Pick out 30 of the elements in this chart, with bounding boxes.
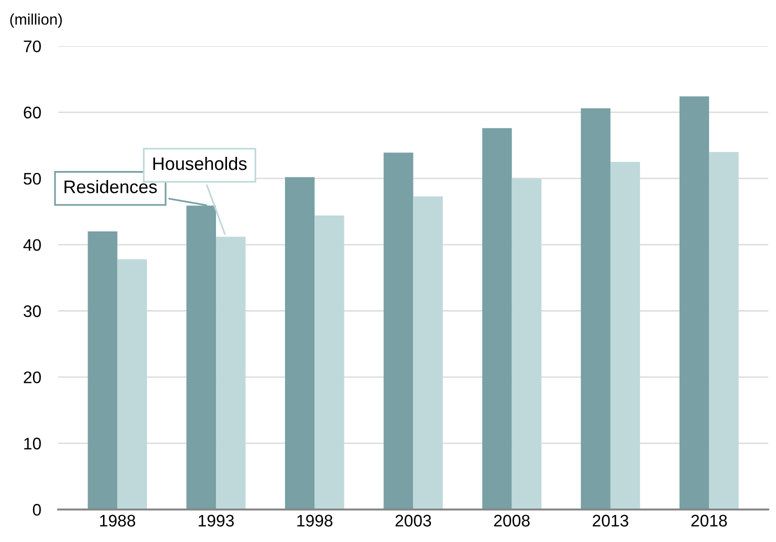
x-tick-label: 1998: [297, 514, 332, 527]
bar: [709, 152, 739, 510]
bar: [88, 231, 118, 510]
x-tick-label: 1988: [100, 514, 136, 527]
bar: [482, 128, 512, 510]
y-tick-label: 20: [24, 371, 41, 384]
bar: [580, 108, 610, 510]
y-tick-label: 0: [32, 504, 41, 516]
y-tick-label: 70: [24, 40, 41, 52]
x-tick-label: 1993: [198, 514, 234, 527]
y-tick-label: 60: [24, 106, 41, 118]
bar: [314, 216, 344, 510]
bar: [117, 259, 147, 510]
y-tick-label: 30: [24, 305, 41, 318]
bar: [679, 96, 710, 510]
y-tick-label: 40: [23, 239, 41, 251]
x-tick-label: 2003: [396, 514, 432, 527]
series-label: Residences: [64, 180, 157, 194]
y-tick-label: 10: [24, 438, 41, 450]
bar: [413, 196, 443, 510]
bar: [285, 177, 315, 510]
y-axis-title: (million): [10, 14, 62, 28]
bar: [512, 178, 542, 510]
x-tick-label: 2018: [691, 514, 727, 527]
bar: [610, 162, 640, 510]
x-tick-label: 2013: [592, 514, 628, 527]
bar: [384, 152, 414, 510]
y-tick-label: 50: [24, 172, 41, 185]
text: Households: [153, 156, 247, 170]
x-tick-label: 2008: [494, 514, 530, 527]
